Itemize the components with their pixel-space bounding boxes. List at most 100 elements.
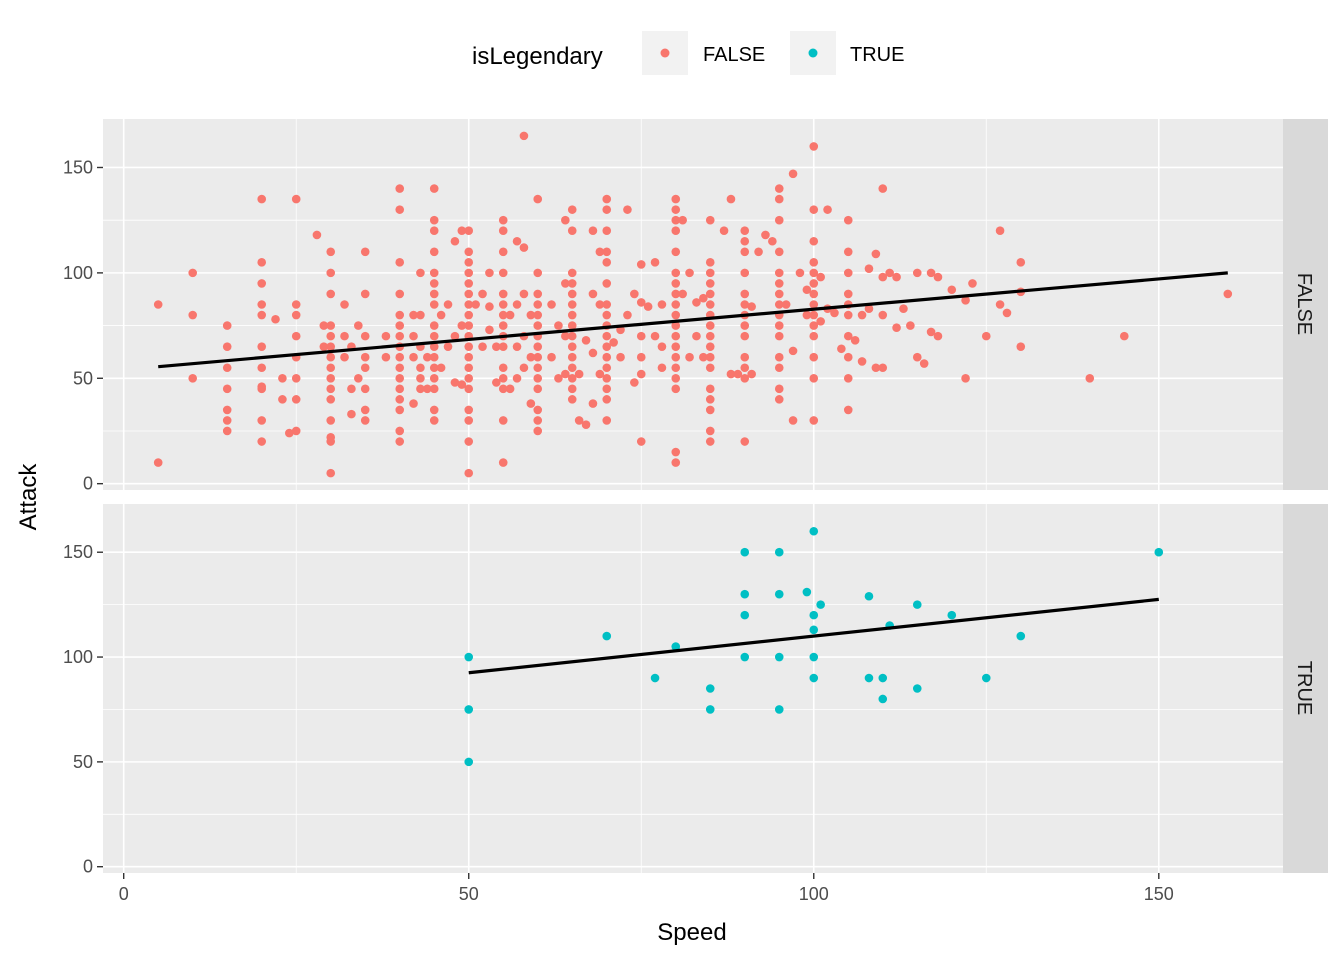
data-point (733, 369, 743, 379)
data-point (864, 673, 874, 683)
data-point (705, 279, 715, 288)
data-point (567, 342, 577, 351)
data-point (740, 363, 750, 373)
data-point (498, 300, 508, 309)
data-point (705, 268, 715, 278)
data-point (809, 321, 819, 330)
data-point (705, 300, 715, 309)
data-point (878, 184, 888, 193)
data-point (498, 268, 508, 278)
data-point (561, 369, 570, 379)
data-point (961, 373, 970, 383)
data-point (809, 673, 819, 683)
data-point (429, 268, 439, 278)
data-point (1016, 631, 1026, 641)
data-point (1016, 258, 1026, 267)
data-point (747, 369, 756, 379)
data-point (933, 331, 943, 341)
data-point (795, 268, 805, 278)
data-point (705, 342, 715, 351)
data-point (705, 437, 715, 446)
data-point (257, 437, 267, 446)
data-point (871, 363, 881, 373)
data-point (926, 327, 936, 337)
data-point (567, 373, 577, 383)
data-point (450, 378, 460, 387)
data-point (864, 591, 874, 601)
data-point (816, 317, 825, 326)
data-point (650, 673, 660, 683)
data-point (602, 384, 612, 394)
data-point (919, 359, 929, 368)
data-point (340, 300, 349, 309)
data-point (671, 384, 681, 394)
data-point (471, 300, 480, 309)
data-point (498, 384, 508, 394)
data-point (636, 260, 646, 269)
data-point (588, 399, 598, 408)
data-point (995, 300, 1005, 309)
data-point (809, 268, 819, 278)
data-point (740, 321, 750, 330)
data-point (774, 289, 784, 299)
data-point (926, 268, 936, 278)
legend-label-false: FALSE (703, 44, 765, 66)
data-point (478, 289, 487, 299)
legend: isLegendary FALSE TRUE (472, 31, 904, 75)
data-point (650, 331, 660, 341)
data-point (602, 352, 612, 362)
data-point (423, 384, 432, 394)
data-point (740, 373, 750, 383)
data-point (547, 300, 556, 309)
data-point (809, 258, 819, 267)
data-point (643, 302, 653, 311)
data-point (754, 247, 763, 257)
data-point (843, 405, 853, 415)
data-point (554, 321, 563, 330)
data-point (464, 268, 474, 278)
legend-label-true: TRUE (850, 44, 904, 66)
data-point (1016, 342, 1026, 351)
data-point (581, 420, 591, 429)
data-point (395, 184, 405, 193)
x-axis-title: Speed (657, 919, 726, 946)
data-point (981, 673, 991, 683)
y-tick-label: 100 (63, 647, 93, 667)
data-point (429, 416, 439, 425)
data-point (705, 395, 715, 404)
data-point (478, 342, 487, 351)
data-point (830, 308, 839, 318)
data-point (498, 310, 508, 320)
data-point (864, 264, 874, 273)
data-point (802, 310, 812, 320)
y-axis-title: Attack (15, 463, 42, 531)
data-point (788, 416, 798, 425)
data-point (485, 325, 494, 335)
y-tick-label: 50 (73, 368, 93, 388)
data-point (802, 285, 812, 295)
data-point (740, 247, 750, 257)
data-point (699, 293, 708, 303)
data-point (416, 373, 425, 383)
data-point (326, 342, 336, 351)
data-point (429, 289, 439, 299)
data-point (498, 215, 508, 225)
data-point (464, 300, 474, 309)
strip-true-label: TRUE (1293, 661, 1315, 715)
data-point (464, 384, 474, 394)
data-point (602, 331, 612, 341)
data-point (878, 272, 888, 282)
data-point (464, 258, 474, 267)
data-point (567, 226, 577, 236)
data-point (740, 352, 750, 362)
data-point (464, 405, 474, 415)
data-point (567, 363, 577, 373)
data-point (602, 342, 612, 351)
data-point (498, 289, 508, 299)
data-point (464, 289, 474, 299)
data-point (222, 405, 232, 415)
data-point (567, 205, 577, 214)
data-point (912, 352, 922, 362)
data-point (588, 289, 598, 299)
data-point (636, 298, 646, 307)
